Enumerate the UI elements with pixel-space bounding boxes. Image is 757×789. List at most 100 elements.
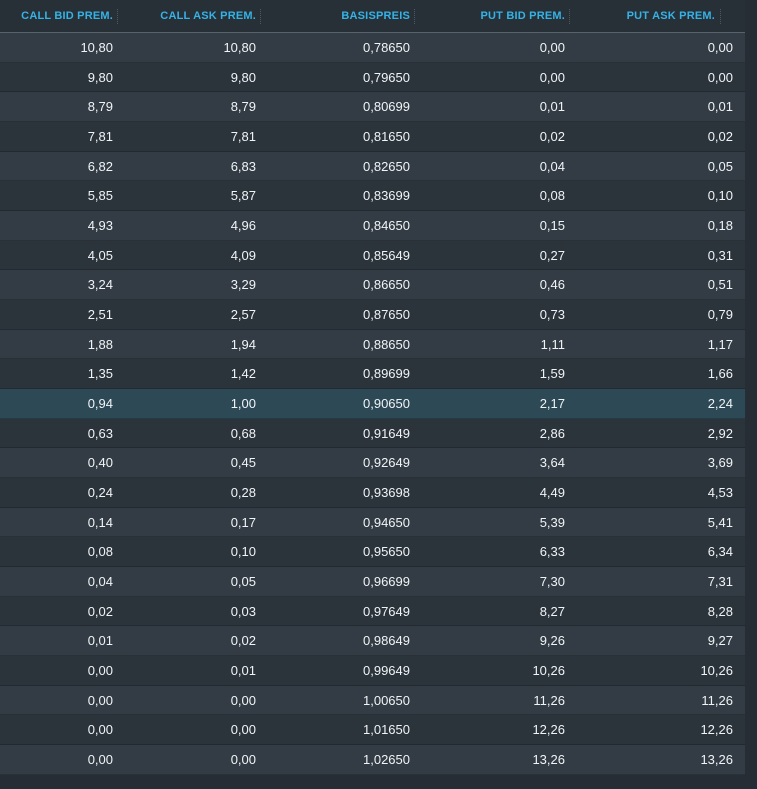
table-row[interactable]: 4,05 4,09 0,85649 0,27 0,31 <box>0 240 745 271</box>
cell-call_bid_prem: 8,79 <box>87 99 113 115</box>
cell-put_bid_prem: 4,49 <box>539 484 565 500</box>
cell-call_bid_prem: 0,00 <box>87 751 113 767</box>
cell-put_bid_prem: 6,33 <box>539 544 565 560</box>
table-row[interactable]: 0,00 0,00 1,00650 11,26 11,26 <box>0 685 745 716</box>
cell-put_bid_prem: 0,00 <box>539 39 565 55</box>
table-row[interactable]: 9,80 9,80 0,79650 0,00 0,00 <box>0 62 745 93</box>
cell-put_bid_prem: 1,59 <box>539 366 565 382</box>
table-row[interactable]: 7,81 7,81 0,81650 0,02 0,02 <box>0 122 745 152</box>
cell-put_bid_prem: 0,27 <box>539 247 565 263</box>
table-row[interactable]: 0,00 0,01 0,99649 10,26 10,26 <box>0 656 745 686</box>
cell-call_ask_prem: 0,02 <box>230 633 256 649</box>
column-header-call-bid-prem[interactable]: CALL BID PREM. <box>0 0 125 32</box>
column-header-basispreis[interactable]: BASISPREIS <box>268 0 422 32</box>
cell-put_ask_prem: 11,26 <box>701 692 733 708</box>
cell-basispreis: 0,91649 <box>363 425 410 441</box>
table-row[interactable]: 2,51 2,57 0,87650 0,73 0,79 <box>0 300 745 330</box>
table-row[interactable]: 5,85 5,87 0,83699 0,08 0,10 <box>0 181 745 212</box>
cell-put_bid_prem: 3,64 <box>539 455 565 471</box>
cell-basispreis: 0,97649 <box>363 603 410 619</box>
cell-call_ask_prem: 4,09 <box>230 247 256 263</box>
cell-basispreis: 0,95650 <box>363 544 410 560</box>
cell-basispreis: 0,89699 <box>363 366 410 382</box>
scrollbar-track[interactable] <box>745 0 757 789</box>
cell-call_bid_prem: 0,08 <box>87 544 113 560</box>
cell-basispreis: 0,87650 <box>363 306 410 322</box>
cell-call_bid_prem: 2,51 <box>87 306 113 322</box>
cell-call_ask_prem: 1,94 <box>230 336 256 352</box>
table-row[interactable]: 8,79 8,79 0,80699 0,01 0,01 <box>0 92 745 123</box>
cell-put_ask_prem: 10,26 <box>700 662 733 678</box>
cell-basispreis: 0,92649 <box>363 455 410 471</box>
cell-put_ask_prem: 5,41 <box>707 514 733 530</box>
cell-call_ask_prem: 0,10 <box>230 544 256 560</box>
cell-call_bid_prem: 0,00 <box>87 662 113 678</box>
table-row[interactable]: 0,08 0,10 0,95650 6,33 6,34 <box>0 537 745 568</box>
cell-put_bid_prem: 9,26 <box>539 633 565 649</box>
cell-put_bid_prem: 12,26 <box>532 722 565 738</box>
table-row-highlighted[interactable]: 0,94 1,00 0,90650 2,17 2,24 <box>0 389 745 419</box>
cell-put_ask_prem: 8,28 <box>707 603 733 619</box>
table-row[interactable]: 0,14 0,17 0,94650 5,39 5,41 <box>0 507 745 538</box>
cell-put_ask_prem: 1,66 <box>707 366 733 382</box>
cell-call_bid_prem: 0,14 <box>87 514 113 530</box>
cell-basispreis: 0,99649 <box>363 662 410 678</box>
cell-call_ask_prem: 7,81 <box>230 128 256 144</box>
cell-call_bid_prem: 0,63 <box>87 425 113 441</box>
cell-call_ask_prem: 1,00 <box>230 395 256 411</box>
table-row[interactable]: 10,80 10,80 0,78650 0,00 0,00 <box>0 33 745 63</box>
table-row[interactable]: 1,35 1,42 0,89699 1,59 1,66 <box>0 359 745 390</box>
cell-put_bid_prem: 13,26 <box>532 751 565 767</box>
cell-put_bid_prem: 1,11 <box>540 336 565 352</box>
cell-put_bid_prem: 2,17 <box>539 395 565 411</box>
cell-call_bid_prem: 0,01 <box>87 633 113 649</box>
cell-call_ask_prem: 0,00 <box>230 692 256 708</box>
cell-put_bid_prem: 0,08 <box>539 188 565 204</box>
cell-put_ask_prem: 0,79 <box>707 306 733 322</box>
table-row[interactable]: 3,24 3,29 0,86650 0,46 0,51 <box>0 270 745 301</box>
table-row[interactable]: 0,02 0,03 0,97649 8,27 8,28 <box>0 596 745 627</box>
table-row[interactable]: 0,63 0,68 0,91649 2,86 2,92 <box>0 418 745 449</box>
cell-call_ask_prem: 8,79 <box>230 99 256 115</box>
cell-call_bid_prem: 0,00 <box>87 692 113 708</box>
cell-call_bid_prem: 1,35 <box>87 366 113 382</box>
cell-put_ask_prem: 0,00 <box>707 39 733 55</box>
cell-call_bid_prem: 4,05 <box>87 247 113 263</box>
cell-call_ask_prem: 2,57 <box>230 306 256 322</box>
cell-put_bid_prem: 0,15 <box>539 217 565 233</box>
cell-call_bid_prem: 0,40 <box>87 455 113 471</box>
table-row[interactable]: 0,01 0,02 0,98649 9,26 9,27 <box>0 626 745 657</box>
cell-basispreis: 0,84650 <box>363 217 410 233</box>
cell-put_bid_prem: 11,26 <box>533 692 565 708</box>
column-header-put-ask-prem[interactable]: PUT ASK PREM. <box>577 0 745 32</box>
table-row[interactable]: 1,88 1,94 0,88650 1,11 1,17 <box>0 329 745 360</box>
table-row[interactable]: 0,00 0,00 1,01650 12,26 12,26 <box>0 715 745 746</box>
column-header-call-ask-prem[interactable]: CALL ASK PREM. <box>125 0 268 32</box>
cell-call_bid_prem: 4,93 <box>87 217 113 233</box>
cell-put_bid_prem: 0,02 <box>539 128 565 144</box>
cell-call_ask_prem: 4,96 <box>230 217 256 233</box>
cell-call_bid_prem: 0,04 <box>87 573 113 589</box>
cell-call_ask_prem: 5,87 <box>230 188 256 204</box>
table-row[interactable]: 0,40 0,45 0,92649 3,64 3,69 <box>0 448 745 479</box>
cell-basispreis: 1,02650 <box>363 751 410 767</box>
cell-put_bid_prem: 10,26 <box>532 662 565 678</box>
cell-put_ask_prem: 0,31 <box>707 247 733 263</box>
column-header-put-bid-prem[interactable]: PUT BID PREM. <box>422 0 577 32</box>
bottom-gutter <box>0 774 757 789</box>
table-row[interactable]: 6,82 6,83 0,82650 0,04 0,05 <box>0 151 745 182</box>
cell-put_ask_prem: 0,18 <box>707 217 733 233</box>
table-row[interactable]: 0,04 0,05 0,96699 7,30 7,31 <box>0 567 745 597</box>
cell-put_bid_prem: 0,73 <box>539 306 565 322</box>
cell-basispreis: 1,00650 <box>363 692 410 708</box>
cell-call_bid_prem: 0,24 <box>87 484 113 500</box>
table-row[interactable]: 0,00 0,00 1,02650 13,26 13,26 <box>0 745 745 775</box>
cell-basispreis: 0,86650 <box>363 277 410 293</box>
table-row[interactable]: 0,24 0,28 0,93698 4,49 4,53 <box>0 478 745 508</box>
cell-call_bid_prem: 7,81 <box>87 128 113 144</box>
cell-put_ask_prem: 0,10 <box>707 188 733 204</box>
options-table: CALL BID PREM. CALL ASK PREM. BASISPREIS… <box>0 0 745 775</box>
cell-put_bid_prem: 0,00 <box>539 69 565 85</box>
cell-call_bid_prem: 10,80 <box>80 39 113 55</box>
table-row[interactable]: 4,93 4,96 0,84650 0,15 0,18 <box>0 211 745 241</box>
